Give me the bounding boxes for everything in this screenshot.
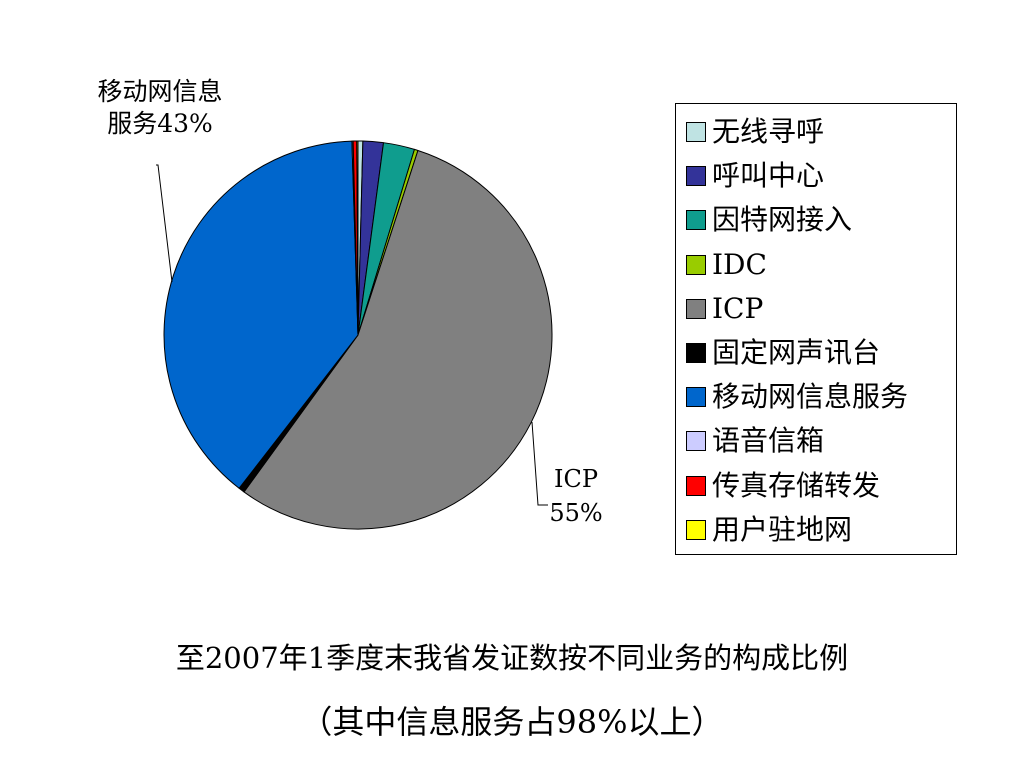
legend-label: 用户驻地网	[712, 512, 853, 546]
legend-swatch	[686, 210, 706, 231]
legend-item-4: IDC	[686, 245, 767, 285]
data-label-mobile-line1: 移动网信息	[97, 77, 223, 106]
legend-label: 移动网信息服务	[712, 380, 909, 414]
legend-swatch	[686, 343, 706, 363]
chart-subcaption: （其中信息服务占98%以上）	[300, 703, 724, 741]
legend-swatch	[686, 298, 706, 319]
legend-label: 语音信箱	[712, 424, 825, 458]
legend-swatch	[686, 431, 706, 452]
data-label-mobile-info: 移动网信息 服务43%	[60, 76, 260, 140]
legend-label: 呼叫中心	[712, 159, 825, 193]
data-label-mobile-line2: 服务43%	[107, 109, 213, 138]
data-label-icp: ICP 55%	[536, 462, 616, 530]
legend-item-1: 无线寻呼	[686, 112, 824, 152]
pie-slice-5	[243, 150, 553, 530]
legend-label: ICP	[712, 291, 764, 325]
legend-swatch	[686, 519, 706, 540]
legend-swatch	[686, 254, 706, 275]
legend-swatch	[686, 122, 706, 142]
legend-swatch	[686, 387, 706, 408]
legend-item-3: 因特网接入	[686, 200, 852, 240]
legend-item-8: 语音信箱	[686, 421, 824, 461]
legend-label: 传真存储转发	[712, 468, 881, 502]
legend-swatch	[686, 475, 706, 496]
legend-item-9: 传真存储转发	[686, 466, 880, 506]
legend-item-7: 移动网信息服务	[686, 377, 908, 417]
legend-item-2: 呼叫中心	[686, 156, 824, 196]
data-label-icp-line2: 55%	[549, 499, 603, 527]
legend-label: 因特网接入	[712, 203, 853, 237]
legend-label: IDC	[712, 247, 767, 281]
pie-slice-10	[356, 140, 359, 336]
legend-item-10: 用户驻地网	[686, 510, 852, 550]
pie-slice-7	[163, 140, 359, 489]
leader-line-icp	[531, 421, 548, 506]
chart-caption: 至2007年1季度末我省发证数按不同业务的构成比例	[175, 641, 849, 675]
leader-line-mobile	[156, 164, 173, 283]
legend-swatch	[686, 166, 706, 187]
chart-legend: 无线寻呼呼叫中心因特网接入 IDC ICP 固定网声讯台 移动网信息服务 语音信箱传真存储…	[675, 103, 957, 555]
legend-item-5: ICP	[686, 289, 763, 329]
legend-label: 无线寻呼	[712, 115, 825, 148]
legend-item-6: 固定网声讯台	[686, 333, 880, 373]
data-label-icp-line1: ICP	[554, 465, 598, 493]
legend-label: 固定网声讯台	[712, 336, 881, 369]
